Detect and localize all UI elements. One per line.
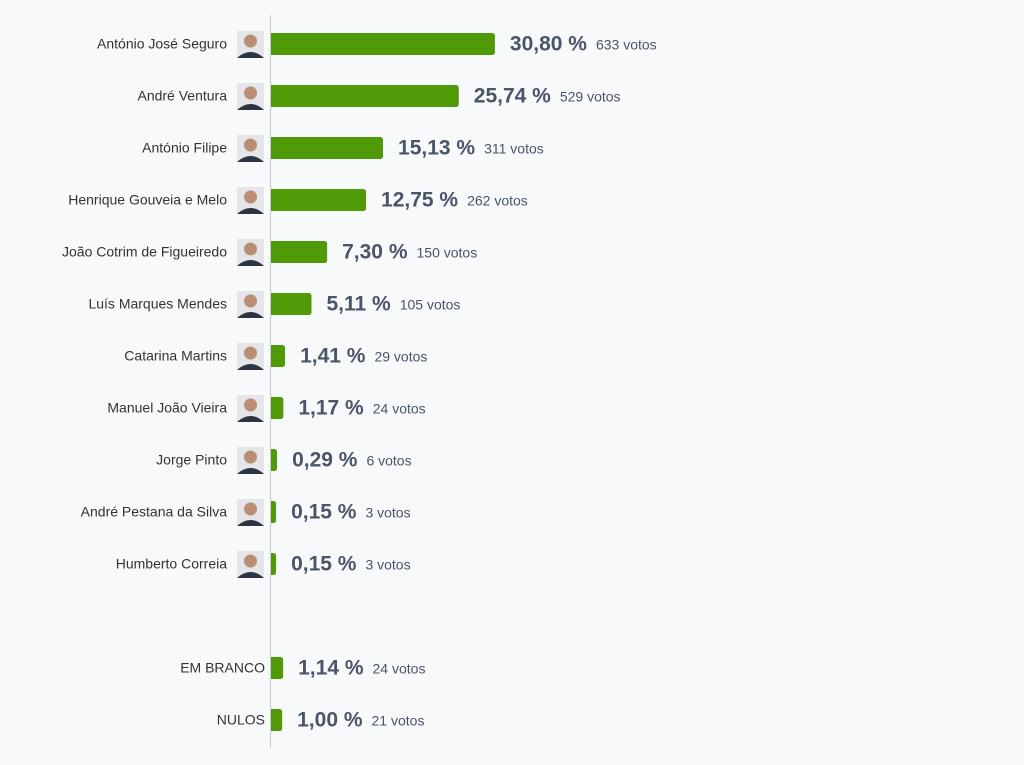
- percent-label: 0,15 %: [291, 501, 357, 524]
- votes-label: 262 votos: [467, 193, 528, 209]
- photo-body: [237, 104, 264, 110]
- photo-body: [237, 208, 264, 214]
- candidate-name: António Filipe: [142, 140, 227, 156]
- photo-body: [237, 260, 264, 266]
- photo-body: [237, 52, 264, 58]
- photo-body: [237, 520, 264, 526]
- percent-label: 25,74 %: [474, 85, 551, 108]
- votes-label: 6 votos: [366, 453, 411, 469]
- photo-head: [244, 554, 257, 568]
- candidate-photo: [237, 551, 264, 578]
- photo-head: [244, 138, 257, 152]
- percent-label: 5,11 %: [326, 293, 391, 316]
- photo-body: [237, 468, 264, 474]
- bar: [271, 449, 278, 471]
- bar: [271, 189, 367, 211]
- percent-label: 1,00 %: [297, 709, 363, 732]
- candidate-name: Manuel João Vieira: [107, 400, 227, 416]
- photo-body: [237, 312, 264, 318]
- candidate-photo: [237, 31, 264, 58]
- candidate-name: João Cotrim de Figueiredo: [62, 244, 227, 260]
- candidate-photo: [237, 135, 264, 162]
- photo-body: [237, 416, 264, 422]
- percent-label: 12,75 %: [381, 189, 458, 212]
- votes-label: 105 votos: [400, 297, 461, 313]
- photo-body: [237, 156, 264, 162]
- percent-label: 1,41 %: [300, 345, 366, 368]
- percent-label: 0,15 %: [291, 553, 357, 576]
- photo-head: [244, 242, 257, 256]
- bar: [271, 657, 284, 679]
- bar: [271, 553, 277, 575]
- candidate-photo: [237, 83, 264, 110]
- candidate-name: André Ventura: [137, 88, 227, 104]
- bar: [271, 293, 312, 315]
- candidate-photo: [237, 499, 264, 526]
- photo-head: [244, 294, 257, 308]
- votes-label: 529 votos: [560, 89, 621, 105]
- candidate-name: Catarina Martins: [124, 348, 227, 364]
- votes-label: 24 votos: [373, 401, 426, 417]
- candidate-name: EM BRANCO: [180, 660, 265, 676]
- votes-label: 21 votos: [372, 713, 425, 729]
- bar: [271, 501, 277, 523]
- percent-label: 0,29 %: [292, 449, 358, 472]
- candidate-photo: [237, 291, 264, 318]
- percent-label: 1,17 %: [298, 397, 364, 420]
- votes-label: 3 votos: [365, 505, 410, 521]
- candidate-name: Henrique Gouveia e Melo: [68, 192, 227, 208]
- photo-head: [244, 190, 257, 204]
- percent-label: 15,13 %: [398, 137, 475, 160]
- votes-label: 311 votos: [484, 141, 544, 157]
- candidate-name: NULOS: [217, 712, 265, 728]
- candidate-photo: [237, 447, 264, 474]
- votes-label: 633 votos: [596, 37, 657, 53]
- candidate-name: André Pestana da Silva: [81, 504, 228, 520]
- bar: [271, 85, 459, 107]
- percent-label: 1,14 %: [298, 657, 364, 680]
- bar: [271, 709, 283, 731]
- photo-head: [244, 86, 257, 100]
- bar: [271, 345, 286, 367]
- candidate-name: Jorge Pinto: [156, 452, 227, 468]
- photo-head: [244, 34, 257, 48]
- candidate-name: Luís Marques Mendes: [88, 296, 227, 312]
- candidate-photo: [237, 343, 264, 370]
- photo-body: [237, 572, 264, 578]
- percent-label: 7,30 %: [342, 241, 408, 264]
- votes-label: 29 votos: [374, 349, 427, 365]
- photo-head: [244, 346, 257, 360]
- photo-head: [244, 398, 257, 412]
- bar: [271, 397, 284, 419]
- votes-label: 24 votos: [373, 661, 426, 677]
- photo-head: [244, 450, 257, 464]
- percent-label: 30,80 %: [510, 33, 587, 56]
- photo-head: [244, 502, 257, 516]
- photo-body: [237, 364, 264, 370]
- bar: [271, 241, 328, 263]
- bar: [271, 33, 495, 55]
- candidate-photo: [237, 239, 264, 266]
- votes-label: 150 votos: [417, 245, 478, 261]
- bar: [271, 137, 384, 159]
- candidate-name: Humberto Correia: [116, 556, 227, 572]
- candidate-photo: [237, 187, 264, 214]
- candidate-name: António José Seguro: [97, 36, 227, 52]
- candidate-photo: [237, 395, 264, 422]
- votes-label: 3 votos: [365, 557, 410, 573]
